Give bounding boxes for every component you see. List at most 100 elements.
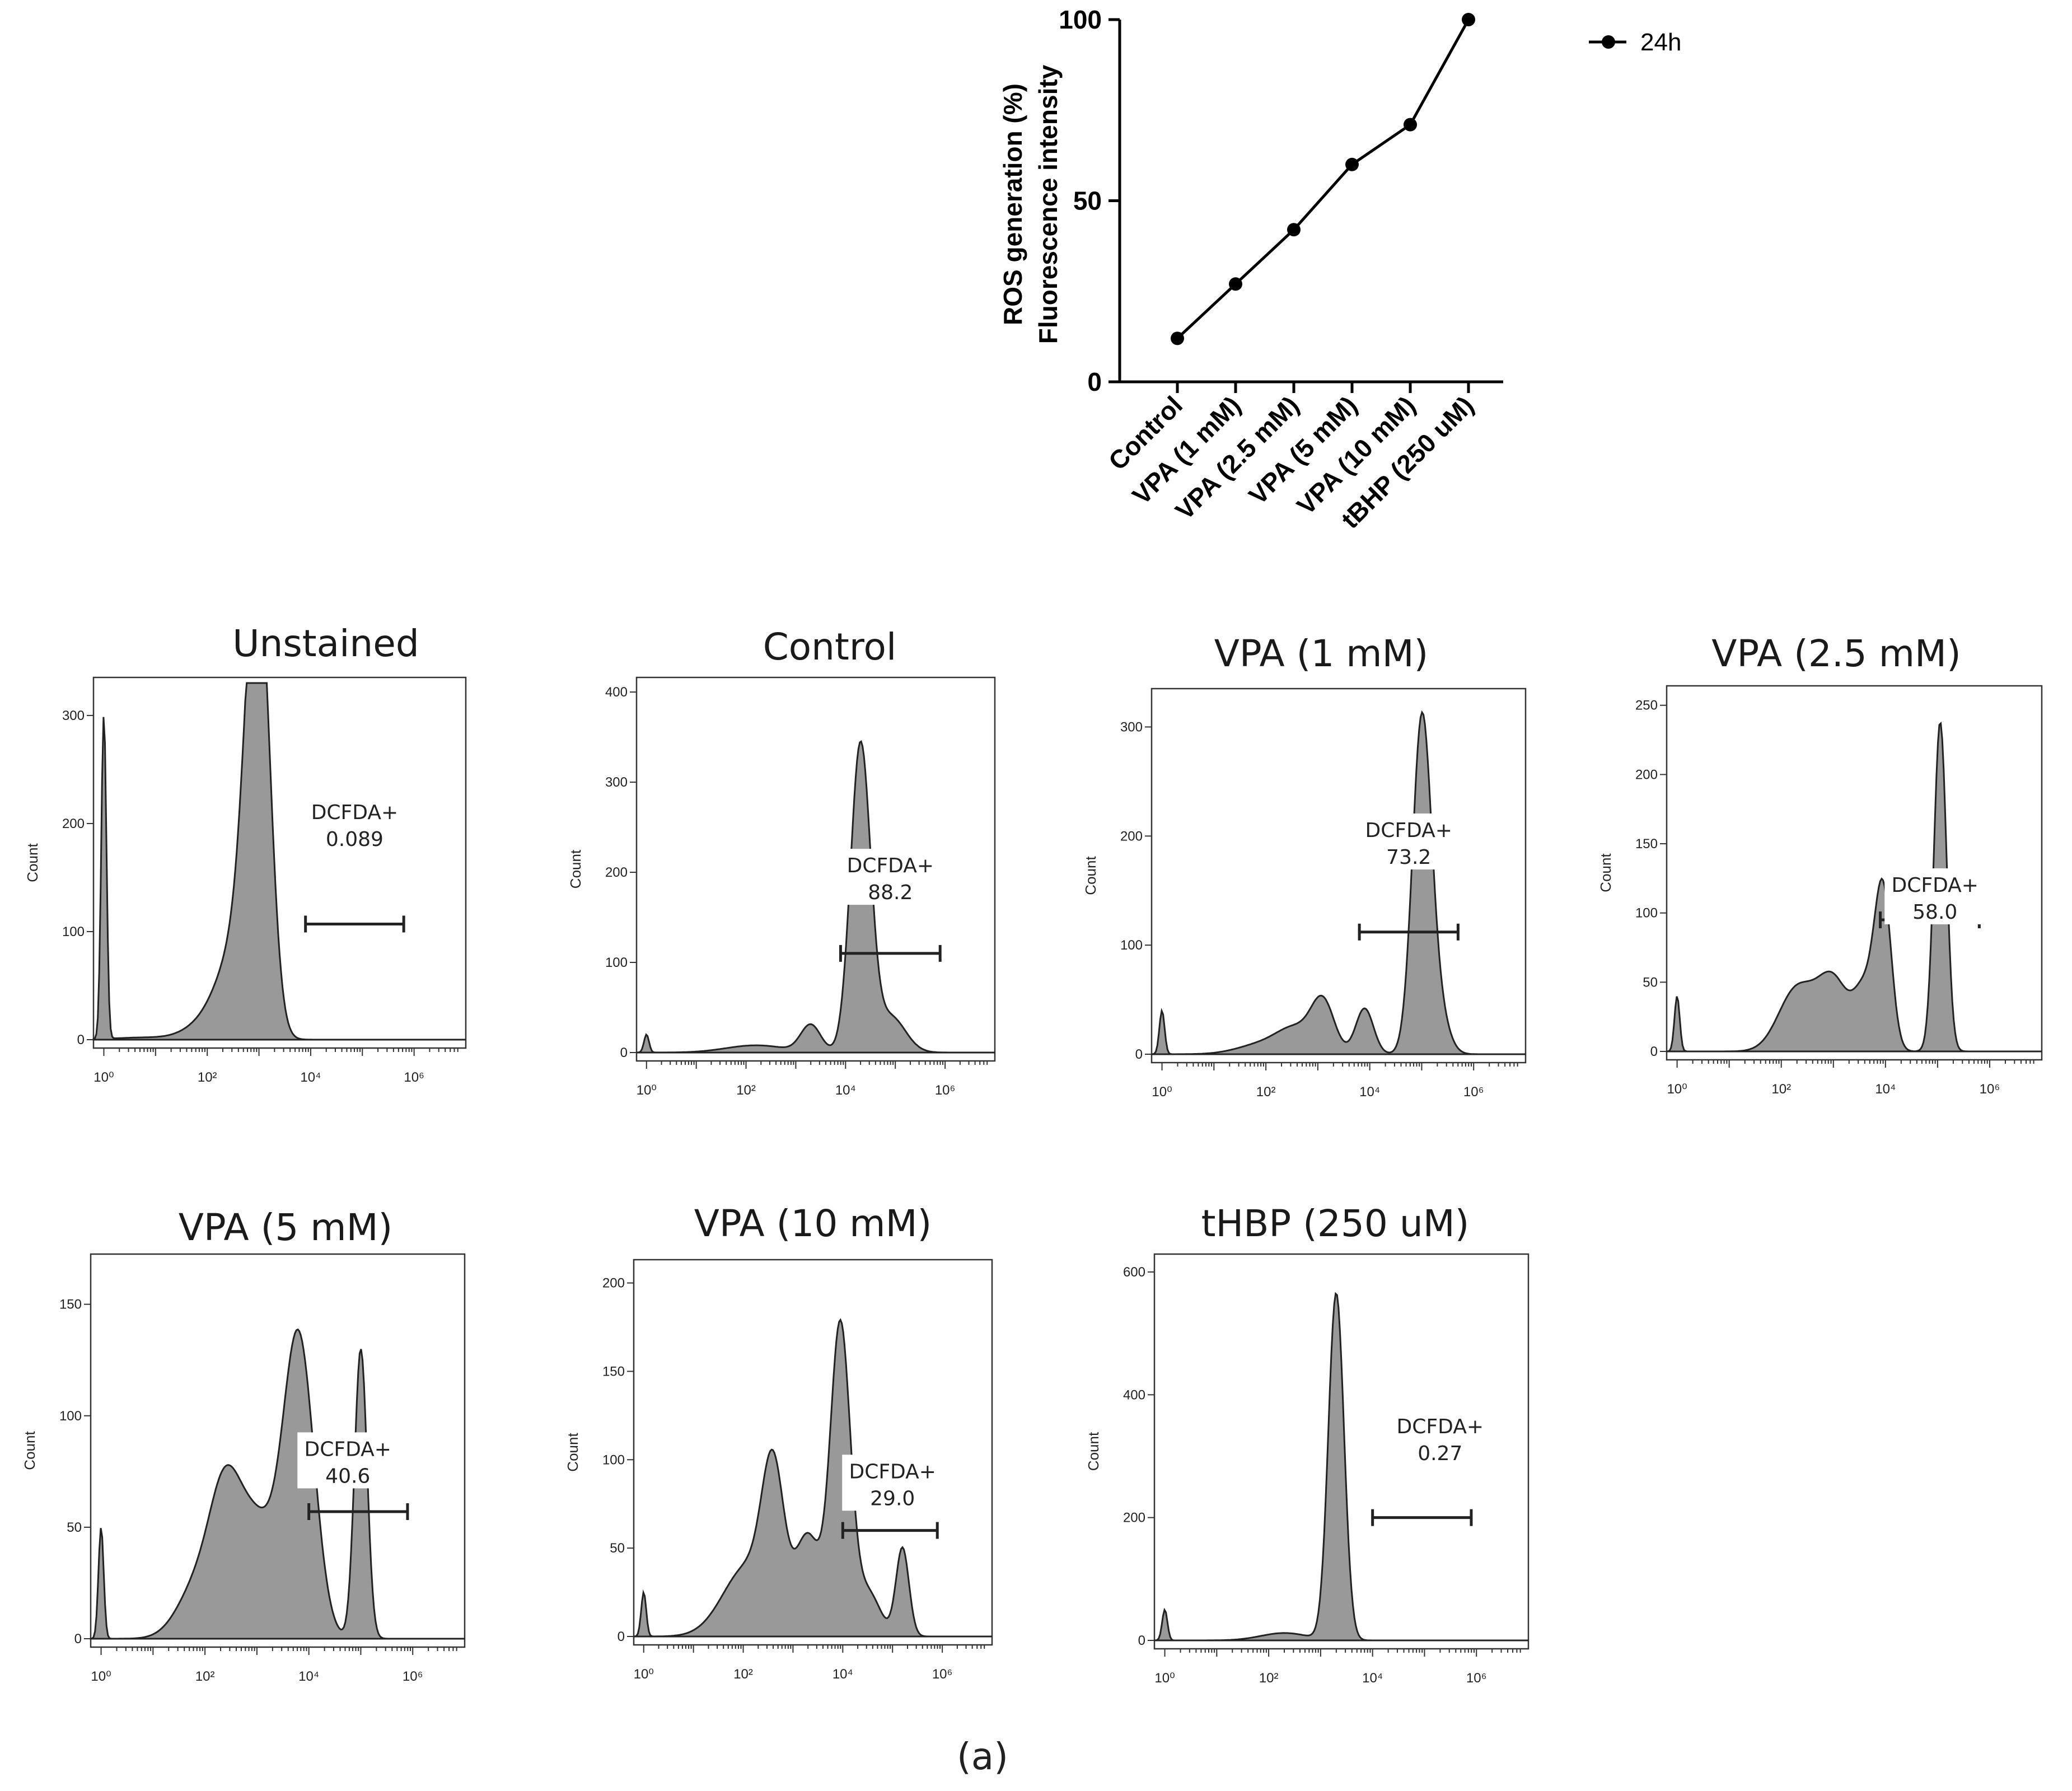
y-axis-label: Count: [564, 1433, 581, 1472]
y-tick-label: 100: [602, 1452, 625, 1467]
x-tick-label: 10²: [1771, 1082, 1791, 1097]
x-tick-label: 10²: [198, 1070, 217, 1085]
y-tick-label: 200: [62, 816, 85, 831]
panel-title: Unstained: [232, 622, 419, 665]
y-tick-label: 0: [1650, 1044, 1658, 1059]
x-tick-label: 10²: [733, 1667, 753, 1682]
gate-label: DCFDA+: [847, 854, 934, 877]
plot-frame: [633, 1259, 993, 1646]
x-tick-label: 10²: [736, 1083, 756, 1098]
panel-title: VPA (5 mM): [179, 1206, 393, 1249]
gate-label: DCFDA+: [311, 801, 398, 824]
y-tick-label: 50: [610, 1541, 625, 1556]
x-tick-label: 10²: [195, 1669, 215, 1684]
y-tick-label: 150: [1635, 836, 1658, 852]
y-tick-label: 200: [1635, 767, 1658, 782]
gate-label: DCFDA+: [305, 1438, 391, 1461]
panel-title: Control: [763, 625, 897, 668]
y-axis-label: Count: [1085, 1432, 1102, 1471]
x-tick-label: 10⁰: [91, 1669, 111, 1684]
gate-value: 40.6: [325, 1465, 370, 1488]
gate-label: DCFDA+: [1892, 874, 1979, 897]
gate-label-background: [842, 1455, 943, 1511]
x-tick-label: 10⁴: [1362, 1671, 1383, 1686]
data-point: [1404, 118, 1417, 132]
gate-value: 0.27: [1418, 1442, 1462, 1465]
y-tick-label: 400: [605, 685, 628, 700]
gate-label: DCFDA+: [1397, 1415, 1484, 1438]
histogram-area: [1151, 710, 1526, 1055]
x-tick-label: 10⁰: [1152, 1084, 1172, 1100]
gate-label-background: [1884, 868, 1986, 925]
histogram-panel: VPA (2.5 mM) 0 50 100 150 200 250 Count 10⁰ 10² 10…: [1597, 632, 2043, 1097]
plot-frame: [90, 1253, 466, 1648]
legend: 24h: [1589, 29, 1681, 56]
histogram-panel: VPA (5 mM) 0 50 100 150 Count 10⁰ 10² 10⁴ 10⁶ DCFD…: [21, 1206, 466, 1684]
y-tick-label: 100: [605, 955, 628, 970]
x-tick-label: 10⁰: [1667, 1082, 1687, 1097]
y-tick-label: 200: [1120, 829, 1143, 844]
histogram-area: [1154, 1292, 1528, 1642]
y-tick-label: 0: [77, 1032, 85, 1048]
y-axis-label: Count: [24, 843, 41, 882]
x-tick-label: 10⁰: [93, 1070, 114, 1085]
y-tick-label: 0: [620, 1045, 628, 1060]
histogram-area: [92, 682, 466, 1041]
x-tick-label: 10⁴: [1875, 1082, 1896, 1097]
y-tick-label: 50: [1643, 975, 1658, 990]
x-tick-label: 10⁴: [300, 1070, 321, 1085]
x-tick-label: 10⁶: [1466, 1671, 1487, 1686]
gate-value: 0.089: [326, 828, 383, 851]
y-tick-label: 150: [59, 1297, 82, 1312]
x-tick-label: 10⁴: [832, 1667, 853, 1682]
plot-frame: [1153, 1253, 1530, 1650]
data-point: [1229, 277, 1242, 291]
y-tick-label: 150: [602, 1364, 625, 1379]
gate-label-background: [1390, 1410, 1491, 1466]
x-tick-label: 10⁰: [634, 1667, 654, 1682]
data-point: [1171, 331, 1184, 345]
y-tick-label: 0: [74, 1631, 82, 1647]
histogram-area: [633, 1318, 992, 1638]
y-tick-label: 0: [1087, 367, 1102, 396]
gate-value: 29.0: [870, 1487, 915, 1510]
y-axis-title-line1: ROS generation (%): [998, 83, 1027, 325]
panel-title: VPA (1 mM): [1214, 632, 1429, 675]
y-tick-label: 400: [1123, 1387, 1145, 1402]
x-tick-label: 10²: [1259, 1671, 1279, 1686]
x-tick-label: 10⁴: [298, 1669, 319, 1684]
plot-frame: [635, 676, 996, 1062]
y-axis-label: Count: [21, 1431, 38, 1470]
series-line-24h: [1176, 18, 1470, 340]
gate-value: 73.2: [1386, 846, 1431, 869]
y-tick-label: 100: [1635, 906, 1658, 921]
y-axis-label: Count: [567, 849, 584, 889]
y-tick-label: 0: [1135, 1047, 1143, 1062]
x-tick-label: 10⁴: [835, 1083, 856, 1098]
y-tick-label: 0: [618, 1629, 625, 1644]
gate-value: 58.0: [1912, 901, 1957, 924]
y-axis-title-line2: Fluorescence intensity: [1033, 64, 1063, 344]
y-axis-label: Count: [1597, 853, 1614, 892]
x-tick-label: 10⁰: [1154, 1671, 1175, 1686]
y-tick-label: 600: [1123, 1265, 1145, 1280]
gate-value: 88.2: [868, 881, 913, 904]
plot-frame: [1150, 688, 1527, 1064]
x-tick-label: 10²: [1256, 1084, 1276, 1100]
histogram-panel: VPA (10 mM) 0 50 100 150 200 Count 10⁰ 10² 10⁴ 10⁶…: [564, 1202, 993, 1682]
plot-frame: [1666, 685, 2043, 1061]
y-tick-label: 200: [602, 1276, 625, 1291]
y-tick-label: 200: [605, 865, 628, 880]
gate-label-background: [1358, 813, 1460, 870]
y-tick-label: 100: [1120, 938, 1143, 953]
x-tick-label: 10⁶: [932, 1667, 953, 1682]
line-chart-series: [1171, 13, 1475, 345]
y-tick-label: 300: [605, 775, 628, 790]
x-tick-label: 10⁶: [1980, 1082, 2000, 1097]
legend-marker: [1602, 35, 1615, 49]
panel-title: VPA (2.5 mM): [1711, 632, 1961, 675]
panel-title: VPA (10 mM): [694, 1202, 932, 1245]
y-tick-label: 250: [1635, 698, 1658, 713]
